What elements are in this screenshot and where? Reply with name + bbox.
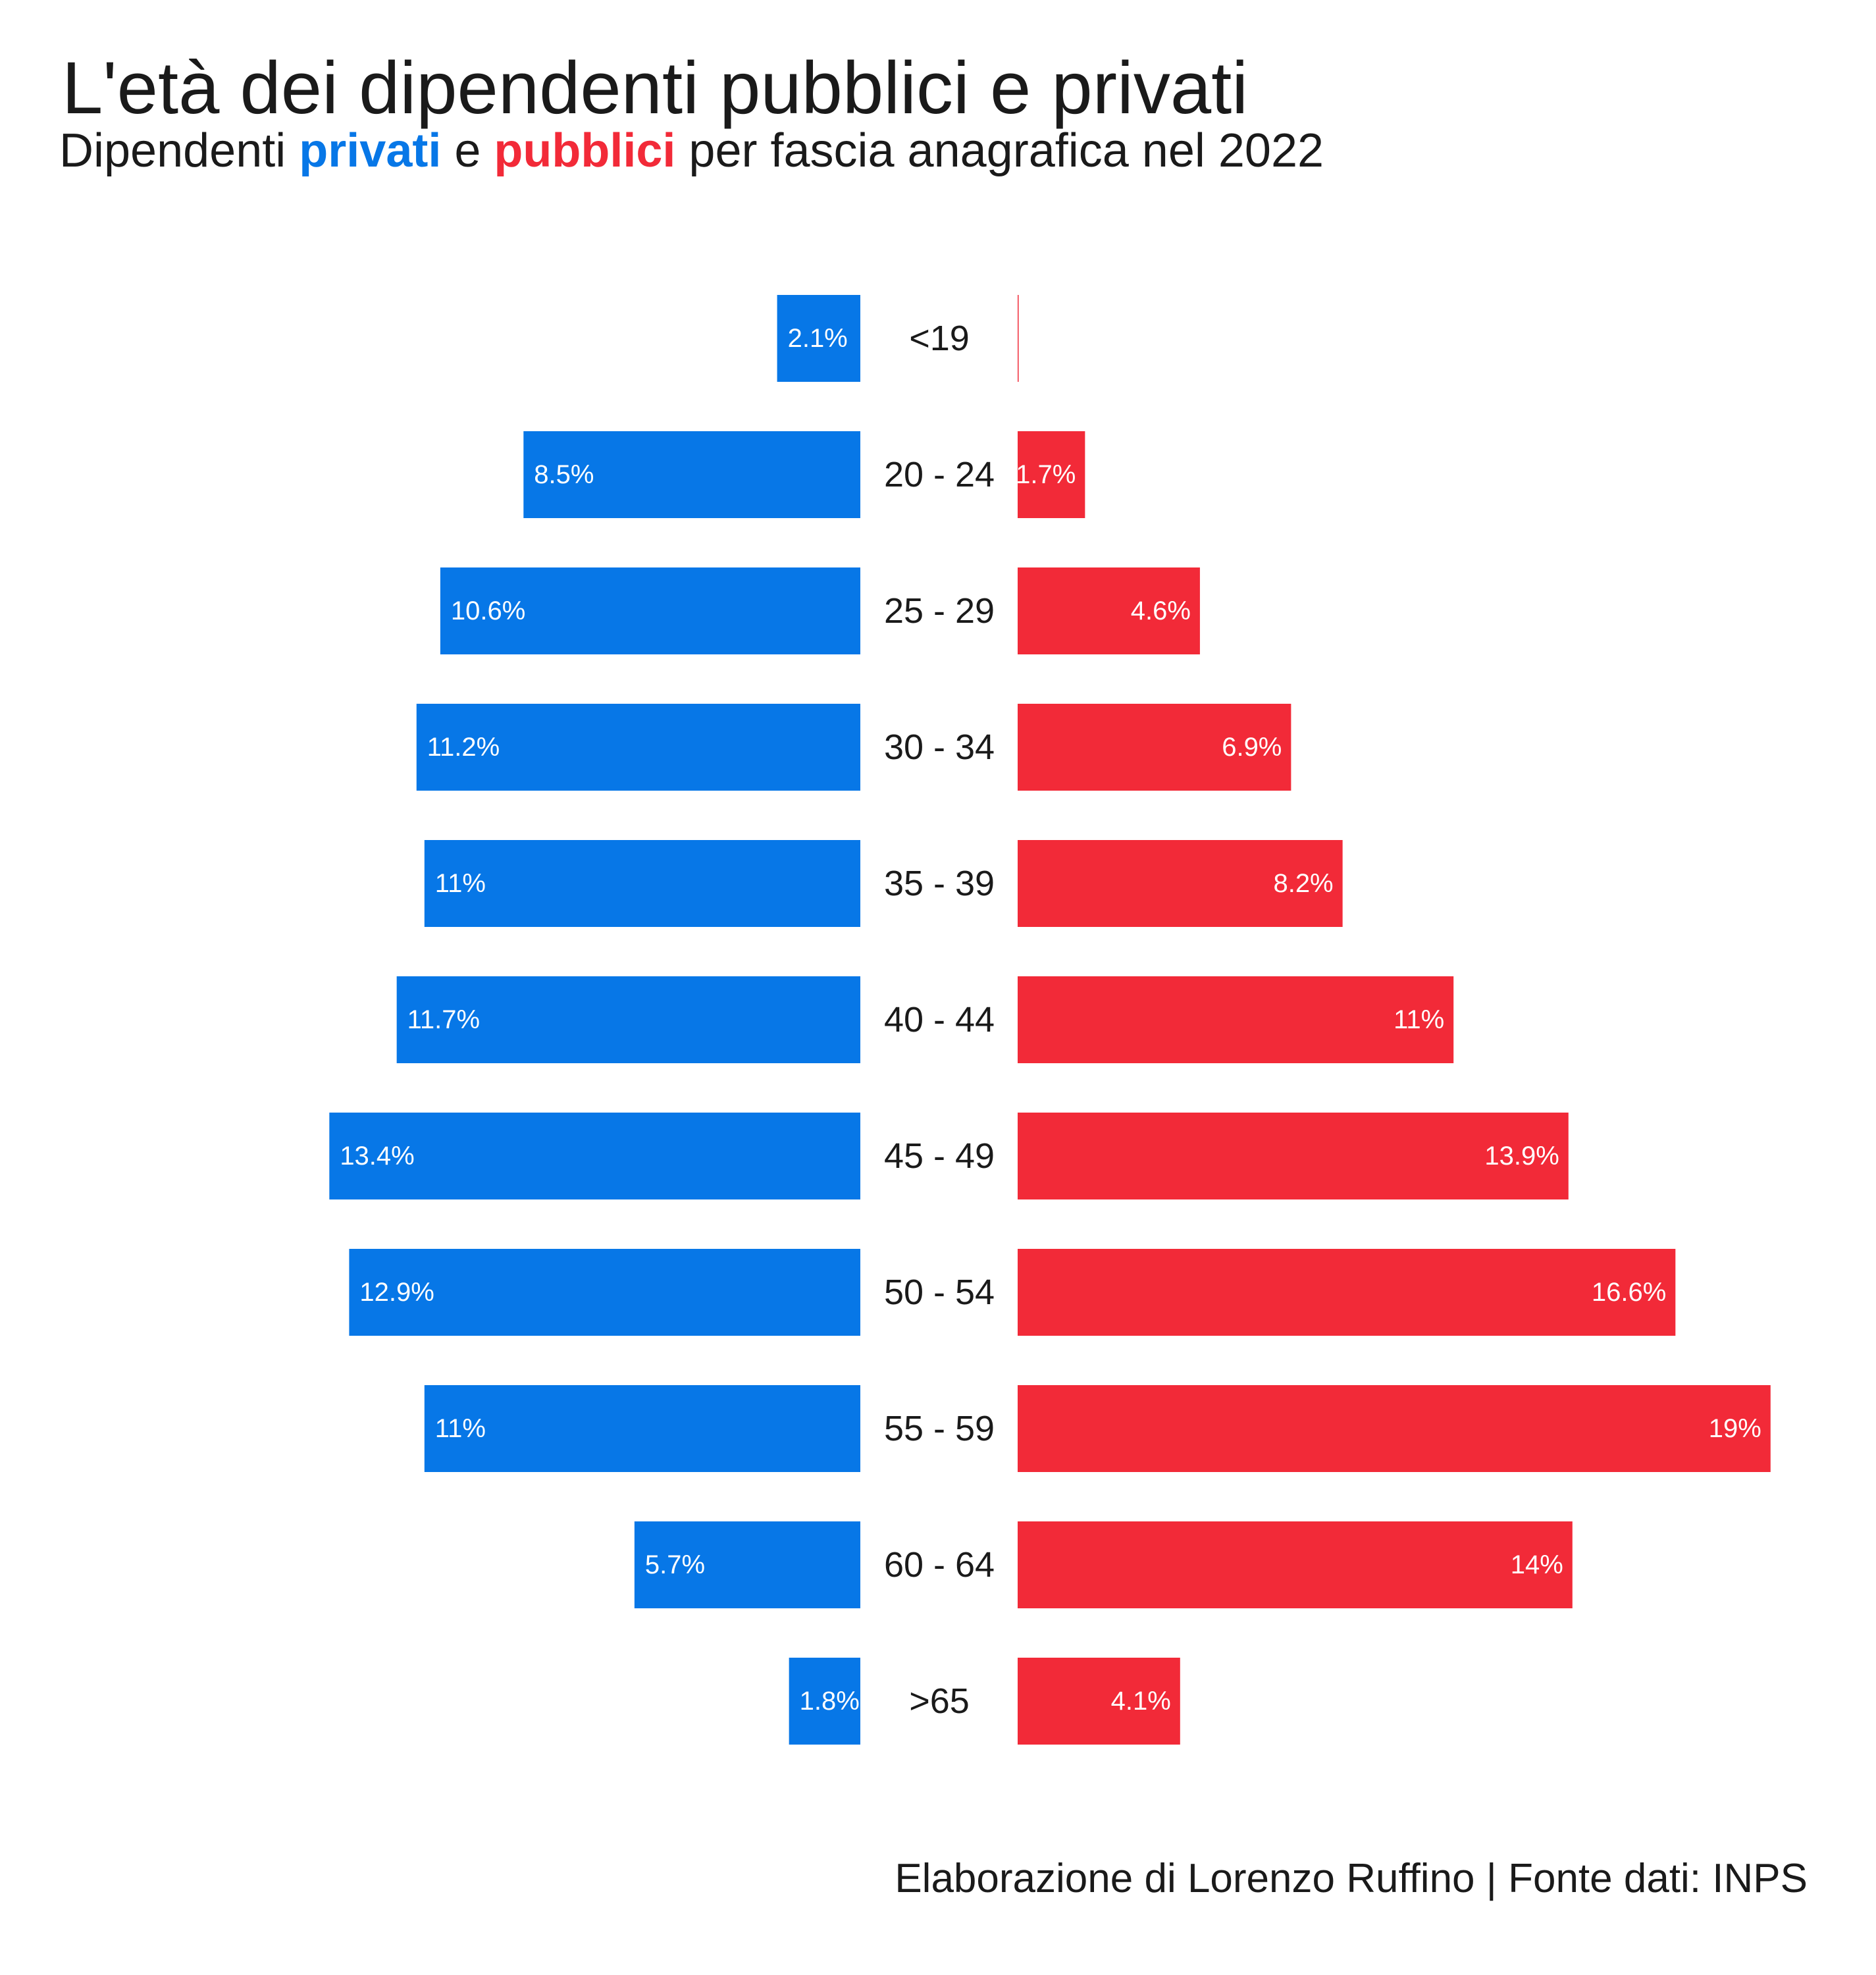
bar-label-public: 4.1%	[1111, 1687, 1171, 1716]
bar-label-public: 4.6%	[1131, 596, 1191, 625]
bar-private	[523, 431, 860, 518]
bar-label-private: 1.8%	[800, 1687, 860, 1716]
age-group-label: 40 - 44	[884, 1000, 995, 1040]
bar-label-public: 14%	[1511, 1550, 1563, 1579]
bar-public	[1018, 567, 1200, 654]
bar-label-private: 10.6%	[451, 596, 525, 625]
bar-label-private: 5.7%	[645, 1550, 705, 1579]
bar-private	[440, 567, 860, 654]
bar-label-private: 13.4%	[340, 1142, 414, 1171]
bar-label-private: 12.9%	[359, 1278, 434, 1307]
age-group-label: <19	[909, 319, 970, 358]
subtitle-public-legend: pubblici	[494, 124, 676, 177]
chart-title: L'età dei dipendenti pubblici e privati	[62, 47, 1249, 129]
bar-private	[396, 976, 860, 1063]
age-group-label: 25 - 29	[884, 591, 995, 631]
bar-public	[1018, 1521, 1573, 1608]
population-pyramid-chart: 2.1% <19 8.5% 1.7% 20 - 24 10.6% 4.6% 25 - 29 11…	[329, 295, 1771, 1745]
bar-public	[1018, 1249, 1676, 1336]
bar-private	[424, 840, 860, 927]
bar-public	[1018, 1658, 1180, 1745]
bar-label-public: 11%	[1394, 1005, 1444, 1034]
source-caption: Elaborazione di Lorenzo Ruffino | Fonte …	[895, 1856, 1808, 1901]
bar-label-public: 8.2%	[1273, 869, 1333, 898]
bar-label-public: 19%	[1709, 1414, 1761, 1443]
bar-label-public: 1.7%	[1016, 460, 1076, 489]
age-group-label: 30 - 34	[884, 727, 995, 767]
bar-private	[349, 1249, 860, 1336]
bar-private	[777, 295, 860, 382]
subtitle-prefix: Dipendenti	[59, 124, 300, 177]
bar-label-private: 11.2%	[427, 733, 500, 762]
bar-public	[1018, 704, 1291, 791]
bar-public	[1018, 976, 1454, 1063]
bar-label-private: 11%	[435, 869, 486, 898]
age-group-label: 20 - 24	[884, 455, 995, 494]
bar-label-private: 11.7%	[407, 1005, 480, 1034]
bar-private	[634, 1521, 860, 1608]
bar-public	[1018, 295, 1019, 382]
chart-subtitle: Dipendenti privati e pubblici per fascia…	[59, 124, 1324, 178]
bar-label-public: 16.6%	[1592, 1278, 1666, 1307]
bar-private	[789, 1658, 860, 1745]
bar-label-private: 11%	[435, 1414, 486, 1443]
age-group-label: 60 - 64	[884, 1545, 995, 1585]
age-group-label: 45 - 49	[884, 1136, 995, 1176]
age-group-label: 50 - 54	[884, 1273, 995, 1312]
bar-private	[416, 704, 860, 791]
age-group-label: >65	[909, 1681, 970, 1721]
bar-private	[329, 1113, 860, 1199]
bar-label-private: 2.1%	[788, 324, 848, 353]
age-group-label: 35 - 39	[884, 864, 995, 903]
bar-public	[1018, 840, 1343, 927]
subtitle-connector: e	[441, 124, 494, 177]
bar-label-public: 6.9%	[1222, 733, 1282, 762]
age-group-label: 55 - 59	[884, 1409, 995, 1448]
bar-public	[1018, 1385, 1771, 1472]
bar-label-private: 8.5%	[534, 460, 594, 489]
bar-public	[1018, 1113, 1569, 1199]
bar-private	[424, 1385, 860, 1472]
bar-public	[1018, 431, 1085, 518]
bar-label-public: 13.9%	[1484, 1142, 1559, 1171]
subtitle-suffix: per fascia anagrafica nel 2022	[675, 124, 1324, 177]
subtitle-private-legend: privati	[299, 124, 442, 177]
